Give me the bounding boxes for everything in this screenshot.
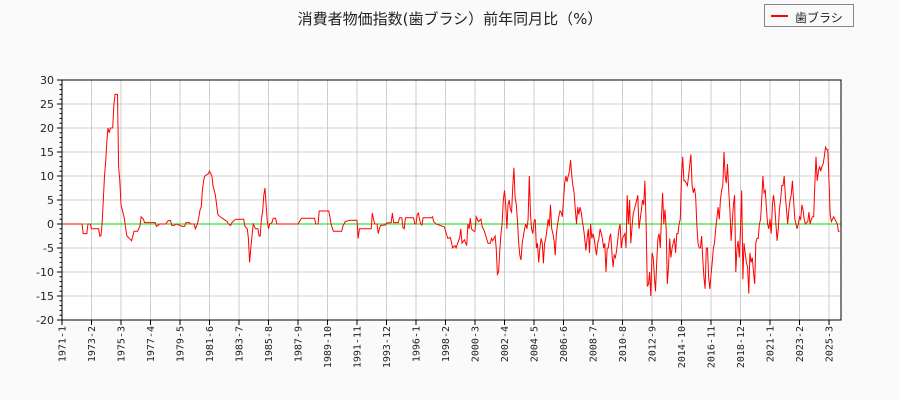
axes: 30 25 20 15 10 5 0 -5 -10 -15 -20 1971-1 1973-2 1975-… bbox=[36, 74, 842, 368]
x-tick-label: 2006-6 bbox=[559, 326, 570, 362]
plot-frame bbox=[61, 79, 842, 321]
x-tick-label: 2018-12 bbox=[736, 326, 747, 368]
x-tick-label: 1985-8 bbox=[264, 326, 275, 362]
x-tick-label: 1998-2 bbox=[441, 326, 452, 362]
y-tick-label: 30 bbox=[40, 74, 54, 87]
x-tick-label: 1973-2 bbox=[87, 326, 98, 362]
x-tick-label: 1987-9 bbox=[294, 326, 305, 362]
y-tick-label: 15 bbox=[40, 146, 54, 159]
x-tick-label: 2004-5 bbox=[530, 326, 541, 362]
x-tick-label: 2000-3 bbox=[471, 326, 482, 362]
y-tick-label: -5 bbox=[43, 242, 54, 255]
x-tick-label: 1996-1 bbox=[412, 326, 423, 362]
x-tick-label: 1991-11 bbox=[353, 326, 364, 368]
y-tick-label: 0 bbox=[47, 218, 54, 231]
legend: 歯ブラシ bbox=[764, 4, 854, 27]
y-tick-label: 20 bbox=[40, 122, 54, 135]
x-tick-label: 2010-8 bbox=[618, 326, 629, 362]
y-tick-label: -10 bbox=[36, 266, 54, 279]
y-tick-label: -15 bbox=[36, 290, 54, 303]
x-tick-label: 2012-9 bbox=[648, 326, 659, 362]
x-tick-label: 1975-3 bbox=[117, 326, 128, 362]
x-tick-label: 2023-2 bbox=[795, 326, 806, 362]
x-tick-label: 1983-7 bbox=[235, 326, 246, 362]
x-tick-label: 1989-10 bbox=[323, 326, 334, 368]
series-line-toothbrush bbox=[62, 93, 840, 297]
x-tick-label: 1979-5 bbox=[176, 326, 187, 362]
x-tick-label: 2008-7 bbox=[589, 326, 600, 362]
legend-swatch bbox=[771, 15, 788, 17]
y-tick-label: 25 bbox=[40, 98, 54, 111]
x-tick-label: 1981-6 bbox=[205, 326, 216, 362]
y-tick-label: 5 bbox=[47, 194, 54, 207]
y-tick-label: 10 bbox=[40, 170, 54, 183]
chart-title: 消費者物価指数(歯ブラシ）前年同月比（%） bbox=[297, 10, 603, 28]
series-layer bbox=[62, 93, 840, 297]
x-tick-label: 1977-4 bbox=[146, 326, 157, 362]
legend-label: 歯ブラシ bbox=[795, 11, 843, 25]
x-tick-label: 2016-11 bbox=[707, 326, 718, 368]
x-tick-label: 1993-12 bbox=[382, 326, 393, 368]
x-tick-label: 1971-1 bbox=[58, 326, 69, 362]
x-tick-label: 2002-4 bbox=[500, 326, 511, 362]
y-tick-label: -20 bbox=[36, 314, 54, 327]
x-tick-label: 2025-3 bbox=[825, 326, 836, 362]
x-tick-label: 2014-10 bbox=[677, 326, 688, 368]
x-tick-label: 2021-1 bbox=[766, 326, 777, 362]
